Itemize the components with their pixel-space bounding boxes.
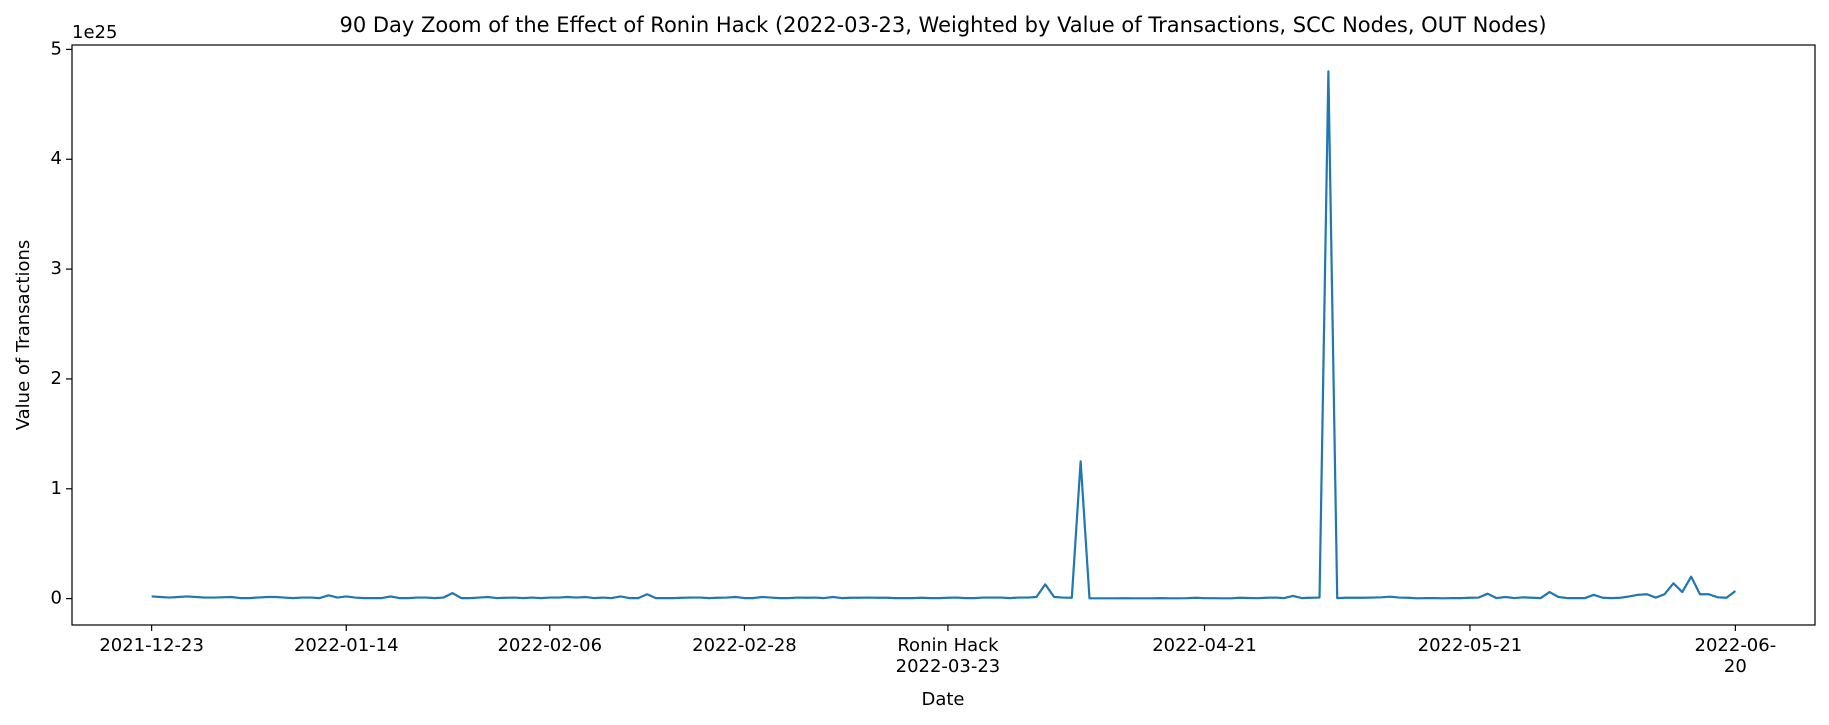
- x-tick-label: 2022-02-06: [497, 635, 603, 656]
- x-tick-label: 2022-01-14: [293, 635, 399, 656]
- x-axis-label: Date: [921, 689, 964, 710]
- y-tick-label: 0: [51, 588, 62, 609]
- y-tick-label: 2: [51, 368, 62, 389]
- y-axis-label: Value of Transactions: [13, 240, 34, 431]
- y-tick-label: 4: [51, 148, 62, 169]
- x-tick-label: 2022-05-21: [1417, 635, 1523, 656]
- y-tick-label: 3: [51, 258, 62, 279]
- y-offset-label: 1e25: [72, 22, 117, 43]
- x-tick-label: 2022-02-28: [692, 635, 797, 656]
- data-line: [151, 70, 1737, 600]
- x-tick-label: Ronin Hack 2022-03-23: [895, 635, 1001, 677]
- x-tick-label: 2021-12-23: [99, 635, 204, 656]
- y-tick-label: 5: [51, 38, 62, 59]
- y-tick-label: 1: [51, 478, 62, 499]
- plot-frame: [71, 44, 1816, 626]
- chart-title: 90 Day Zoom of the Effect of Ronin Hack …: [339, 13, 1546, 37]
- x-tick-label: 2022-06-20: [1694, 635, 1777, 677]
- x-tick-label: 2022-04-21: [1152, 635, 1257, 656]
